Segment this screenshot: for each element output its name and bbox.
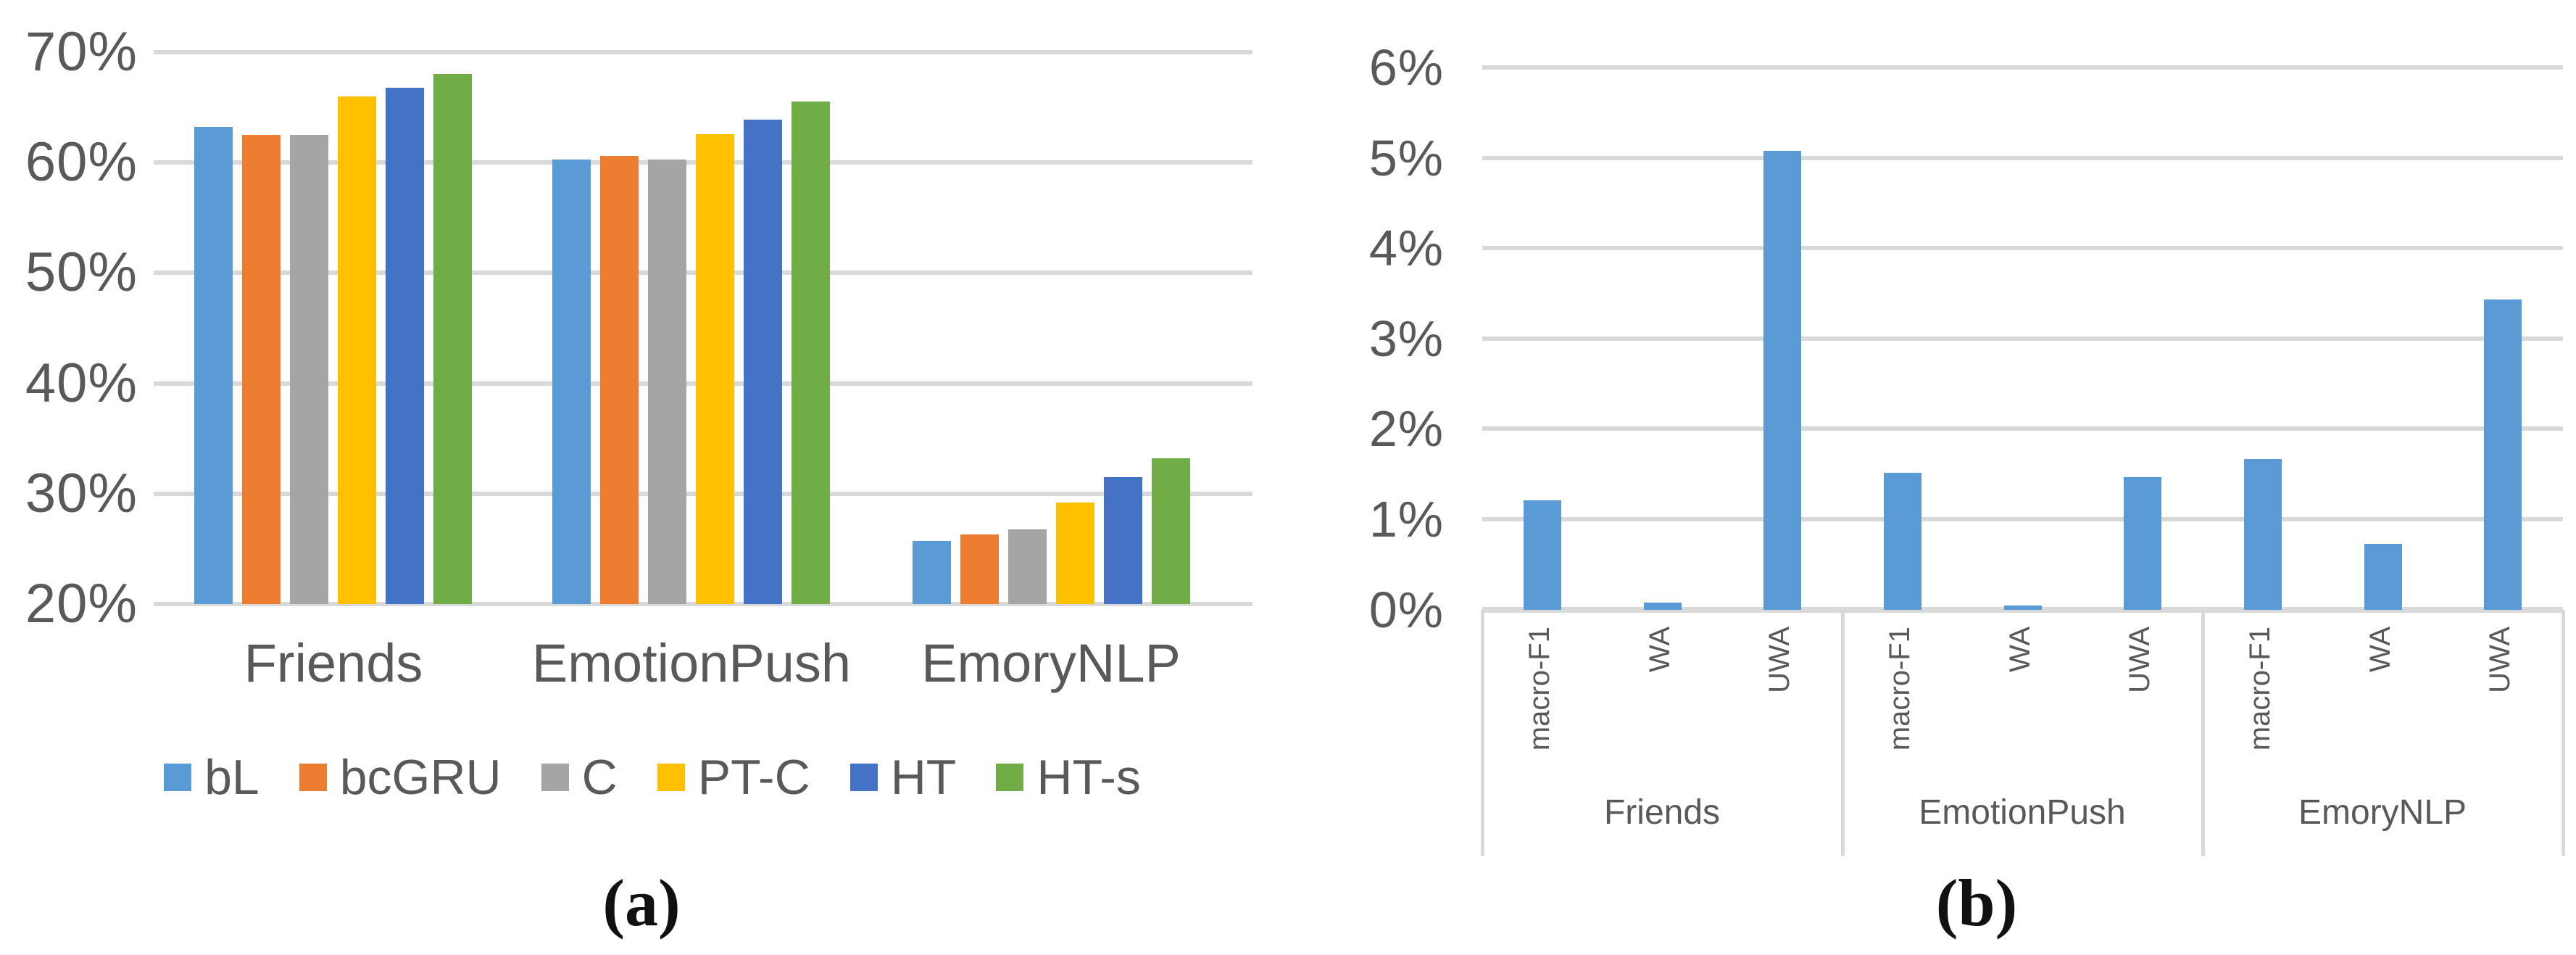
chart-b-xlabel-EmoryNLP-WA: WA	[2364, 627, 2396, 672]
chart-b-axis-divider-2	[2201, 610, 2205, 856]
chart-b-gridline	[1482, 156, 2563, 160]
chart-b-gridline	[1482, 517, 2563, 521]
legend-item-HT-s: HT-s	[996, 748, 1141, 806]
chart-a-ytick-40: 40%	[25, 352, 138, 414]
chart-b-xlabel-Friends-WA: WA	[1643, 627, 1676, 672]
chart-a-bar-Friends-PT-C	[338, 96, 376, 604]
chart-b-xlabel-EmoryNLP-macro-F1: macro-F1	[2243, 627, 2276, 751]
chart-a-bar-EmotionPush-C	[648, 159, 686, 604]
chart-b-group-label-EmotionPush: EmotionPush	[1919, 793, 2126, 832]
chart-b-ytick-3: 3%	[1368, 310, 1444, 367]
chart-a-category-EmoryNLP: EmoryNLP	[921, 633, 1181, 693]
legend-swatch-icon-PT-C	[657, 764, 685, 791]
chart-a-bar-EmotionPush-PT-C	[696, 133, 734, 604]
chart-a-bar-EmoryNLP-HT-s	[1152, 458, 1190, 604]
chart-b-gridline	[1482, 65, 2563, 70]
chart-b-gridline	[1482, 246, 2563, 250]
chart-a-bar-Friends-HT	[386, 87, 424, 604]
caption-b: (b)	[1935, 866, 2018, 940]
chart-b-ytick-2: 2%	[1368, 400, 1444, 457]
chart-b-bar-EmotionPush-UWA	[2124, 476, 2162, 610]
chart-b-baseline	[1482, 607, 2563, 613]
legend-item-PT-C: PT-C	[657, 748, 810, 806]
chart-b-group-label-EmoryNLP: EmoryNLP	[2298, 793, 2467, 832]
legend-label-HT: HT	[890, 750, 957, 805]
legend-label-HT-s: HT-s	[1036, 750, 1141, 805]
chart-b-bar-EmoryNLP-UWA	[2484, 299, 2522, 610]
chart-b-bar-EmotionPush-macro-F1	[1883, 472, 1921, 610]
chart-a-bar-EmotionPush-bcGRU	[600, 156, 639, 604]
chart-b-xlabel-EmotionPush-macro-F1: macro-F1	[1883, 627, 1916, 751]
chart-a-legend: bL bcGRU C PT-C HT HT-s	[87, 747, 1218, 808]
chart-a-category-Friends: Friends	[244, 633, 423, 693]
chart-a-ytick-60: 60%	[25, 131, 138, 193]
chart-a-ytick-50: 50%	[25, 241, 138, 303]
chart-b-ytick-1: 1%	[1368, 491, 1444, 547]
caption-a: (a)	[602, 866, 681, 940]
chart-b-axis-divider-1	[1841, 610, 1845, 856]
chart-b-bar-EmotionPush-WA	[2003, 605, 2042, 610]
legend-swatch-icon-bcGRU	[299, 764, 327, 791]
chart-a-category-EmotionPush: EmotionPush	[531, 633, 852, 693]
chart-b-bar-Friends-WA	[1643, 603, 1682, 610]
chart-a-bar-EmoryNLP-HT	[1104, 476, 1142, 604]
legend-swatch-icon-C	[541, 764, 569, 791]
legend-item-bcGRU: bcGRU	[299, 748, 502, 806]
chart-b-xlabel-EmotionPush-WA: WA	[2003, 627, 2036, 672]
chart-a-bar-EmotionPush-HT-s	[792, 102, 830, 604]
chart-a-bar-EmotionPush-bL	[552, 159, 591, 604]
legend-label-bcGRU: bcGRU	[339, 750, 502, 805]
legend-label-C: C	[581, 750, 618, 805]
chart-a-bar-Friends-bL	[194, 127, 233, 604]
chart-a-ytick-70: 70%	[25, 21, 138, 83]
chart-b-xlabel-EmoryNLP-UWA: UWA	[2484, 627, 2517, 693]
legend-swatch-icon-bL	[164, 764, 192, 791]
legend-item-HT: HT	[849, 748, 957, 806]
legend-item-C: C	[541, 748, 618, 806]
legend-item-bL: bL	[164, 748, 259, 806]
chart-b-bar-EmoryNLP-WA	[2364, 543, 2402, 610]
legend-label-PT-C: PT-C	[697, 750, 810, 805]
chart-a-gridline	[154, 50, 1252, 54]
chart-b-xlabel-Friends-macro-F1: macro-F1	[1523, 627, 1555, 751]
chart-b-bar-EmoryNLP-macro-F1	[2243, 458, 2282, 610]
legend-swatch-icon-HT	[849, 764, 878, 791]
chart-a-ytick-20: 20%	[25, 573, 138, 634]
chart-a-bar-Friends-HT-s	[433, 74, 472, 604]
chart-b-gridline	[1482, 426, 2563, 431]
chart-a-bar-Friends-bcGRU	[242, 135, 281, 604]
chart-b-axis-divider-3	[2562, 610, 2565, 856]
chart-b-bar-Friends-macro-F1	[1523, 500, 1561, 610]
chart-a-bar-EmoryNLP-bL	[913, 541, 951, 604]
chart-a-bar-EmoryNLP-bcGRU	[960, 534, 999, 604]
chart-b-ytick-6: 6%	[1368, 39, 1444, 96]
chart-a-bar-Friends-C	[290, 135, 328, 604]
legend-label-bL: bL	[204, 750, 259, 805]
chart-a-bar-EmoryNLP-PT-C	[1056, 502, 1094, 604]
chart-b-gridline	[1482, 336, 2563, 341]
chart-a-baseline	[154, 602, 1252, 606]
chart-b-axis-divider-0	[1481, 610, 1484, 856]
chart-b-ytick-5: 5%	[1368, 130, 1444, 186]
chart-a-bar-EmotionPush-HT	[744, 119, 782, 604]
chart-b-bar-Friends-UWA	[1763, 150, 1802, 610]
chart-b-xlabel-Friends-UWA: UWA	[1763, 627, 1796, 693]
chart-b-ytick-4: 4%	[1368, 220, 1444, 276]
chart-a-ytick-30: 30%	[25, 463, 138, 524]
chart-b-xlabel-EmotionPush-UWA: UWA	[2124, 627, 2156, 693]
chart-a-bar-EmoryNLP-C	[1008, 529, 1047, 604]
chart-b-ytick-0: 0%	[1368, 582, 1444, 638]
legend-swatch-icon-HT-s	[996, 764, 1024, 791]
chart-b-group-label-Friends: Friends	[1603, 793, 1721, 832]
